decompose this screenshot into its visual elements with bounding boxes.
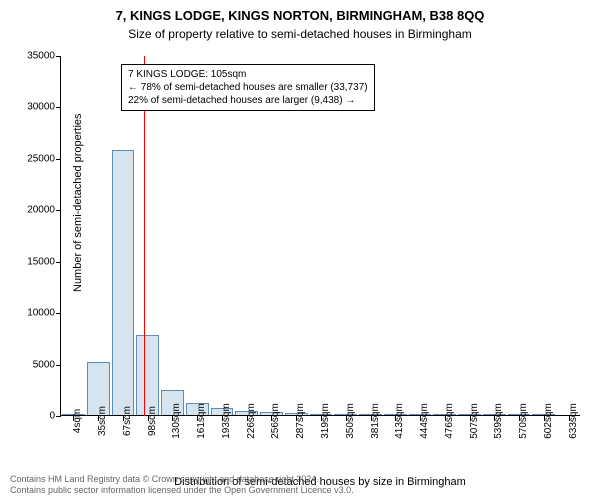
y-tick bbox=[56, 56, 61, 57]
plot-region: 7 KINGS LODGE: 105sqm← 78% of semi-detac… bbox=[60, 56, 580, 416]
footer-text: Contains HM Land Registry data © Crown c… bbox=[10, 474, 354, 496]
x-tick-label: 287sqm bbox=[295, 403, 306, 439]
x-tick-label: 98sqm bbox=[147, 406, 158, 436]
x-tick-label: 633sqm bbox=[568, 403, 579, 439]
footer-line1: Contains HM Land Registry data © Crown c… bbox=[10, 474, 354, 485]
footer-line2: Contains public sector information licen… bbox=[10, 485, 354, 496]
histogram-bar bbox=[112, 150, 135, 415]
x-tick-label: 130sqm bbox=[171, 403, 182, 439]
x-tick-label: 444sqm bbox=[419, 403, 430, 439]
y-tick-label: 30000 bbox=[27, 102, 55, 113]
x-tick-label: 226sqm bbox=[246, 403, 257, 439]
y-tick-label: 15000 bbox=[27, 256, 55, 267]
chart-subtitle: Size of property relative to semi-detach… bbox=[0, 25, 600, 41]
chart-area: 7 KINGS LODGE: 105sqm← 78% of semi-detac… bbox=[60, 56, 580, 416]
x-tick-label: 570sqm bbox=[518, 403, 529, 439]
y-tick bbox=[56, 313, 61, 314]
y-tick-label: 20000 bbox=[27, 205, 55, 216]
annotation-box: 7 KINGS LODGE: 105sqm← 78% of semi-detac… bbox=[121, 64, 375, 111]
x-tick-label: 256sqm bbox=[270, 403, 281, 439]
y-tick bbox=[56, 210, 61, 211]
x-tick-label: 602sqm bbox=[543, 403, 554, 439]
x-tick-label: 67sqm bbox=[122, 406, 133, 436]
y-tick-label: 25000 bbox=[27, 153, 55, 164]
histogram-bar bbox=[136, 335, 159, 415]
y-tick bbox=[56, 416, 61, 417]
y-tick bbox=[56, 365, 61, 366]
x-tick-label: 413sqm bbox=[394, 403, 405, 439]
x-tick-label: 193sqm bbox=[221, 403, 232, 439]
y-tick-label: 10000 bbox=[27, 308, 55, 319]
y-tick-label: 0 bbox=[49, 411, 55, 422]
x-tick-label: 539sqm bbox=[493, 403, 504, 439]
y-axis-label: Number of semi-detached properties bbox=[72, 113, 84, 292]
y-tick bbox=[56, 262, 61, 263]
annotation-line3: 22% of semi-detached houses are larger (… bbox=[128, 94, 368, 107]
x-tick-label: 381sqm bbox=[370, 403, 381, 439]
y-tick-label: 5000 bbox=[33, 359, 55, 370]
annotation-line2: ← 78% of semi-detached houses are smalle… bbox=[128, 81, 368, 94]
x-tick-label: 35sqm bbox=[97, 406, 108, 436]
x-tick-label: 4sqm bbox=[72, 409, 83, 433]
y-tick bbox=[56, 107, 61, 108]
y-tick bbox=[56, 159, 61, 160]
x-tick-label: 319sqm bbox=[320, 403, 331, 439]
x-tick-label: 507sqm bbox=[469, 403, 480, 439]
x-tick-label: 476sqm bbox=[444, 403, 455, 439]
x-tick-label: 350sqm bbox=[345, 403, 356, 439]
x-tick-label: 161sqm bbox=[196, 403, 207, 439]
chart-container: 7, KINGS LODGE, KINGS NORTON, BIRMINGHAM… bbox=[0, 0, 600, 500]
y-tick-label: 35000 bbox=[27, 51, 55, 62]
annotation-line1: 7 KINGS LODGE: 105sqm bbox=[128, 68, 368, 81]
chart-title: 7, KINGS LODGE, KINGS NORTON, BIRMINGHAM… bbox=[0, 0, 600, 25]
